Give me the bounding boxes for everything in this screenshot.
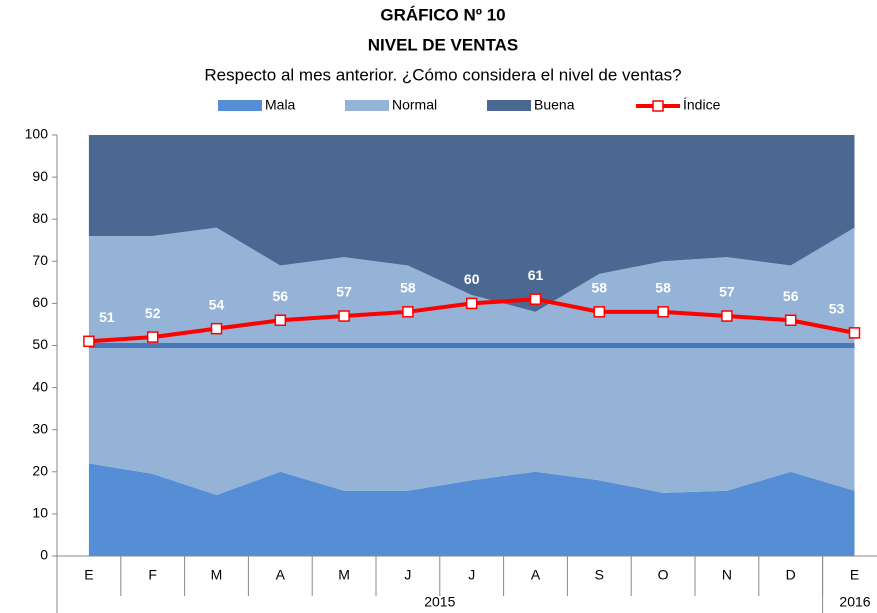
x-tick-label: J <box>404 567 411 583</box>
x-tick-label: A <box>276 567 286 583</box>
y-tick-label: 10 <box>32 505 48 521</box>
marker <box>146 331 159 343</box>
y-tick-label: 40 <box>32 378 48 394</box>
y-tick-label: 20 <box>32 463 48 479</box>
chart-subtitle: Respecto al mes anterior. ¿Cómo consider… <box>204 65 681 84</box>
marker <box>657 306 669 318</box>
x-group-label: 2015 <box>424 594 455 610</box>
x-tick-label: E <box>850 567 859 583</box>
data-label: 53 <box>829 301 845 317</box>
data-label: 57 <box>336 284 352 300</box>
legend-label: Buena <box>534 97 575 113</box>
marker <box>465 297 478 310</box>
x-tick-label: N <box>722 567 732 583</box>
marker <box>83 335 95 348</box>
x-tick-label: O <box>658 567 669 583</box>
data-label: 56 <box>273 288 289 304</box>
legend-label: Índice <box>683 97 721 113</box>
area <box>88 227 855 495</box>
y-tick-label: 60 <box>32 294 48 310</box>
x-tick-label: D <box>786 567 796 583</box>
chart-title: GRÁFICO Nº 10 <box>380 5 505 24</box>
legend-swatch <box>218 100 262 111</box>
chart-title: NIVEL DE VENTAS <box>368 35 519 54</box>
legend-label: Normal <box>392 97 437 113</box>
y-tick-label: 90 <box>32 168 48 184</box>
x-tick-label: M <box>338 567 350 583</box>
marker <box>210 322 223 335</box>
data-label: 57 <box>719 284 735 300</box>
marker <box>721 310 733 322</box>
y-tick-label: 50 <box>32 336 48 352</box>
y-tick-label: 70 <box>32 252 48 268</box>
data-label: 54 <box>209 296 225 312</box>
y-tick-label: 0 <box>40 547 48 563</box>
marker <box>338 310 350 322</box>
y-tick-label: 80 <box>32 210 48 226</box>
marker <box>274 314 287 326</box>
area <box>88 135 855 312</box>
marker <box>593 306 606 318</box>
x-tick-label: F <box>148 567 157 583</box>
x-tick-label: E <box>84 567 93 583</box>
legend-swatch <box>487 100 531 111</box>
marker <box>784 314 797 326</box>
marker <box>848 327 861 339</box>
data-label: 58 <box>400 280 416 296</box>
y-tick-label: 100 <box>25 126 49 142</box>
x-tick-label: S <box>595 567 604 583</box>
legend-label: Mala <box>265 97 296 113</box>
data-label: 60 <box>464 271 480 287</box>
legend-swatch <box>652 100 664 112</box>
data-label: 61 <box>528 267 544 283</box>
data-label: 52 <box>145 305 161 321</box>
data-label: 51 <box>99 309 115 325</box>
data-label: 58 <box>655 280 671 296</box>
x-tick-label: J <box>468 567 475 583</box>
marker <box>529 293 542 305</box>
area <box>88 463 855 556</box>
marker <box>402 306 414 318</box>
x-group-label: 2016 <box>839 594 870 610</box>
legend-swatch <box>345 100 389 111</box>
x-tick-label: A <box>531 567 541 583</box>
data-label: 56 <box>783 288 799 304</box>
x-tick-label: M <box>211 567 223 583</box>
y-tick-label: 30 <box>32 420 48 436</box>
data-label: 58 <box>592 280 608 296</box>
